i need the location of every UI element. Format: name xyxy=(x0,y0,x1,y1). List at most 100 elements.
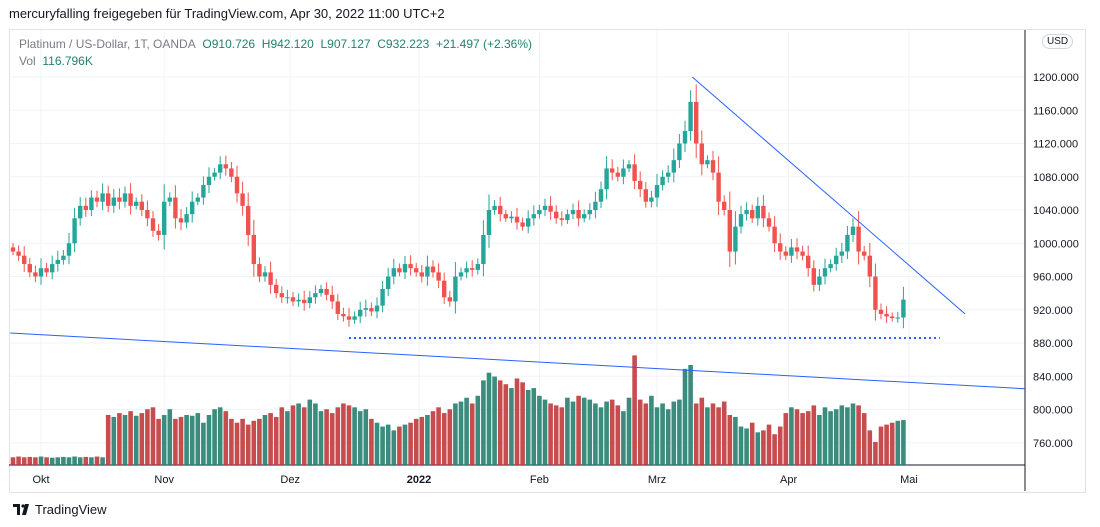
volume-bar xyxy=(497,380,503,465)
trendline-resistance xyxy=(691,76,966,315)
candle-body xyxy=(55,259,60,265)
volume-bar xyxy=(637,399,643,465)
candle-body xyxy=(772,226,777,244)
volume-bar xyxy=(772,434,777,465)
candle-body xyxy=(626,164,632,169)
y-tick-label: 1080.000 xyxy=(1033,172,1079,184)
tradingview-logo[interactable]: TradingView xyxy=(13,502,107,517)
volume-bar xyxy=(548,403,553,465)
volume-bar xyxy=(251,420,257,465)
candle-body xyxy=(570,210,576,215)
candle-body xyxy=(414,268,419,273)
volume-bar xyxy=(301,407,307,465)
volume-bar xyxy=(895,420,901,465)
volume-bar xyxy=(576,395,581,465)
volume-bar xyxy=(133,415,139,465)
candle-body xyxy=(229,168,234,177)
volume-bar xyxy=(273,416,279,465)
candle-body xyxy=(44,268,49,273)
candle-body xyxy=(290,297,296,302)
volume-bar xyxy=(699,397,705,465)
candle-body xyxy=(862,251,867,256)
volume-bar xyxy=(122,415,128,465)
volume-bar xyxy=(531,388,537,465)
candle-body xyxy=(386,276,391,289)
volume-bar xyxy=(833,409,839,465)
candle-body xyxy=(565,214,570,220)
candle-body xyxy=(251,234,256,265)
y-tick-label: 1120.000 xyxy=(1033,139,1078,151)
volume-bar xyxy=(856,405,861,465)
open-value: O910.726 xyxy=(202,37,256,51)
candle-body xyxy=(436,272,441,281)
candle-body xyxy=(660,176,665,186)
x-tick-label: Apr xyxy=(780,474,797,486)
volume-bar xyxy=(469,403,475,465)
volume-bar xyxy=(385,424,391,465)
volume-bar xyxy=(341,403,346,465)
close-value: C932.223 xyxy=(377,37,430,51)
x-tick-label: Dez xyxy=(280,474,300,486)
volume-bar xyxy=(217,407,223,465)
candle-body xyxy=(492,205,497,211)
brand-name: TradingView xyxy=(35,502,107,517)
candle-body xyxy=(514,216,520,223)
currency-button[interactable]: USD xyxy=(1042,34,1074,49)
volume-bar xyxy=(313,403,318,465)
candle-body xyxy=(89,197,94,211)
candle-body xyxy=(150,218,156,231)
volume-bar xyxy=(430,411,436,465)
volume-bar xyxy=(693,403,699,465)
candle-body xyxy=(682,131,688,144)
candle-body xyxy=(554,211,559,219)
volume-bar xyxy=(167,409,173,465)
volume-bar xyxy=(139,413,145,465)
volume-bar xyxy=(413,418,419,465)
candle-body xyxy=(307,297,312,304)
volume-bar xyxy=(402,424,408,465)
low-value: L907.127 xyxy=(320,37,371,51)
volume-bar xyxy=(257,418,262,465)
candle-body xyxy=(615,172,620,177)
volume-bar xyxy=(61,456,66,465)
candle-body xyxy=(10,247,16,252)
candle-body xyxy=(447,297,452,302)
candle-body xyxy=(201,185,206,198)
volume-bar xyxy=(206,415,212,465)
candle-body xyxy=(66,243,72,256)
candle-body xyxy=(593,201,598,211)
volume-bar xyxy=(38,456,44,465)
symbol-legend: Platinum / US-Dollar, 1T, OANDA O910.726… xyxy=(19,36,532,70)
volume-bar xyxy=(408,422,413,465)
candle-body xyxy=(16,251,21,256)
candle-body xyxy=(587,210,592,215)
volume-bar xyxy=(822,407,828,465)
vol-value: 116.796K xyxy=(42,54,93,68)
candle-body xyxy=(694,101,699,144)
volume-bar xyxy=(296,403,301,465)
chart-title: mercuryfalling freigegeben für TradingVi… xyxy=(9,6,445,21)
candle-body xyxy=(699,143,704,165)
candle-body xyxy=(873,276,878,310)
candle-body xyxy=(184,214,189,223)
candle-body xyxy=(173,197,178,219)
candle-body xyxy=(234,176,240,194)
volume-bar xyxy=(873,441,878,465)
candle-body xyxy=(778,243,783,252)
candle-body xyxy=(901,299,906,318)
volume-bar xyxy=(845,407,850,465)
volume-bar xyxy=(598,407,604,465)
x-tick-label: Okt xyxy=(32,474,49,486)
candle-body xyxy=(279,293,284,298)
volume-bar xyxy=(83,456,89,465)
volume-bar xyxy=(587,399,593,465)
candle-body xyxy=(268,272,273,285)
volume-bar xyxy=(520,382,525,465)
candle-body xyxy=(850,226,856,235)
volume-bar xyxy=(805,411,811,465)
high-value: H942.120 xyxy=(261,37,314,51)
volume-bar xyxy=(324,409,329,465)
volume-bar xyxy=(173,418,178,465)
candle-body xyxy=(106,193,111,206)
